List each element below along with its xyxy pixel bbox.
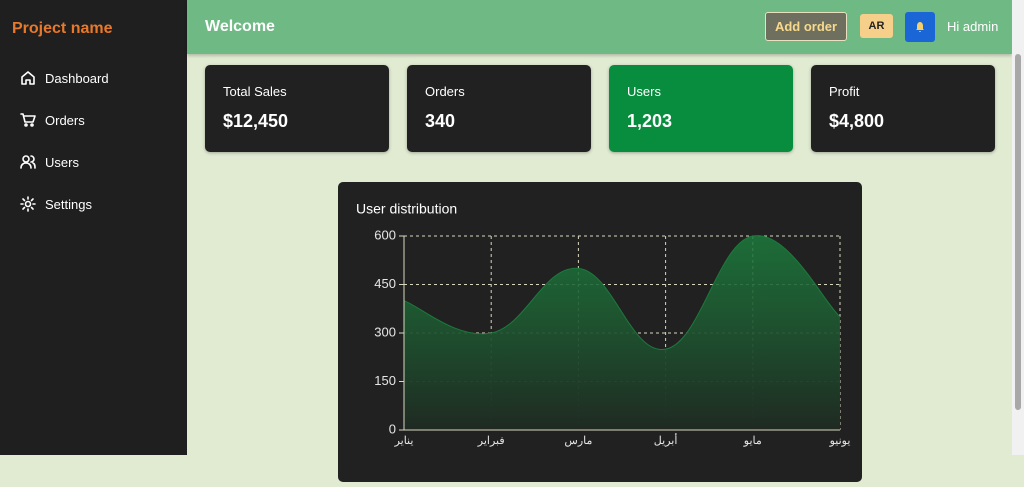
header: Welcome Add order AR Hi admin (187, 0, 1012, 54)
y-tick-label: 300 (374, 324, 396, 339)
x-tick-label: مايو (743, 435, 762, 447)
stat-value: $12,450 (223, 111, 289, 131)
users-icon (20, 155, 36, 169)
scrollbar[interactable] (1012, 0, 1024, 455)
chart: User distribution 0 150 300 450 600 يناير فبرا… (356, 201, 851, 447)
nav-label: Users (45, 154, 79, 170)
nav-label: Settings (45, 196, 92, 212)
x-tick-label: أبريل (654, 433, 678, 447)
stat-label: Total Sales (223, 84, 287, 99)
y-tick-label: 150 (374, 373, 396, 388)
stat-card: Users 1,203 (609, 65, 793, 152)
x-tick-label: يناير (394, 435, 414, 447)
chart-title: User distribution (356, 201, 457, 217)
x-tick-label: مارس (564, 435, 592, 447)
home-icon (21, 71, 35, 85)
stat-value: 340 (425, 111, 456, 131)
nav-item[interactable]: Orders (20, 112, 85, 128)
x-tick-label: فبراير (477, 435, 505, 447)
stat-label: Profit (829, 84, 860, 99)
settings-icon (20, 196, 36, 212)
bell-icon (916, 21, 924, 32)
y-tick-label: 600 (374, 227, 396, 242)
cart-icon (20, 113, 36, 127)
add-order-button[interactable]: Add order (765, 12, 847, 41)
area-line (403, 235, 841, 350)
nav-label: Dashboard (45, 70, 109, 86)
stat-label: Orders (425, 84, 465, 99)
language-button[interactable]: AR (860, 14, 893, 38)
stat-card: Orders 340 (407, 65, 591, 152)
nav-item[interactable]: Users (20, 154, 79, 170)
y-tick-label: 0 (389, 421, 396, 436)
greeting: Hi admin (947, 19, 999, 34)
stat-card: Total Sales $12,450 (205, 65, 389, 152)
notification-button[interactable] (905, 12, 935, 42)
sidebar: Project name Dashboard Orders Users Sett… (0, 0, 187, 455)
stat-value: 1,203 (627, 111, 673, 131)
nav-item[interactable]: Settings (20, 196, 92, 212)
nav-label: Orders (45, 112, 85, 128)
stat-value: $4,800 (829, 111, 885, 131)
stat-card: Profit $4,800 (811, 65, 995, 152)
stat-label: Users (627, 84, 661, 99)
chart-card: User distribution 0 150 300 450 600 يناير فبرا… (338, 182, 862, 482)
area (404, 235, 840, 430)
x-tick-label: يونيو (829, 435, 851, 447)
scrollbar-thumb[interactable] (1015, 54, 1021, 410)
brand[interactable]: Project name (12, 20, 113, 37)
header-title: Welcome (205, 18, 275, 35)
nav-item[interactable]: Dashboard (20, 70, 109, 86)
y-tick-label: 450 (374, 276, 396, 291)
